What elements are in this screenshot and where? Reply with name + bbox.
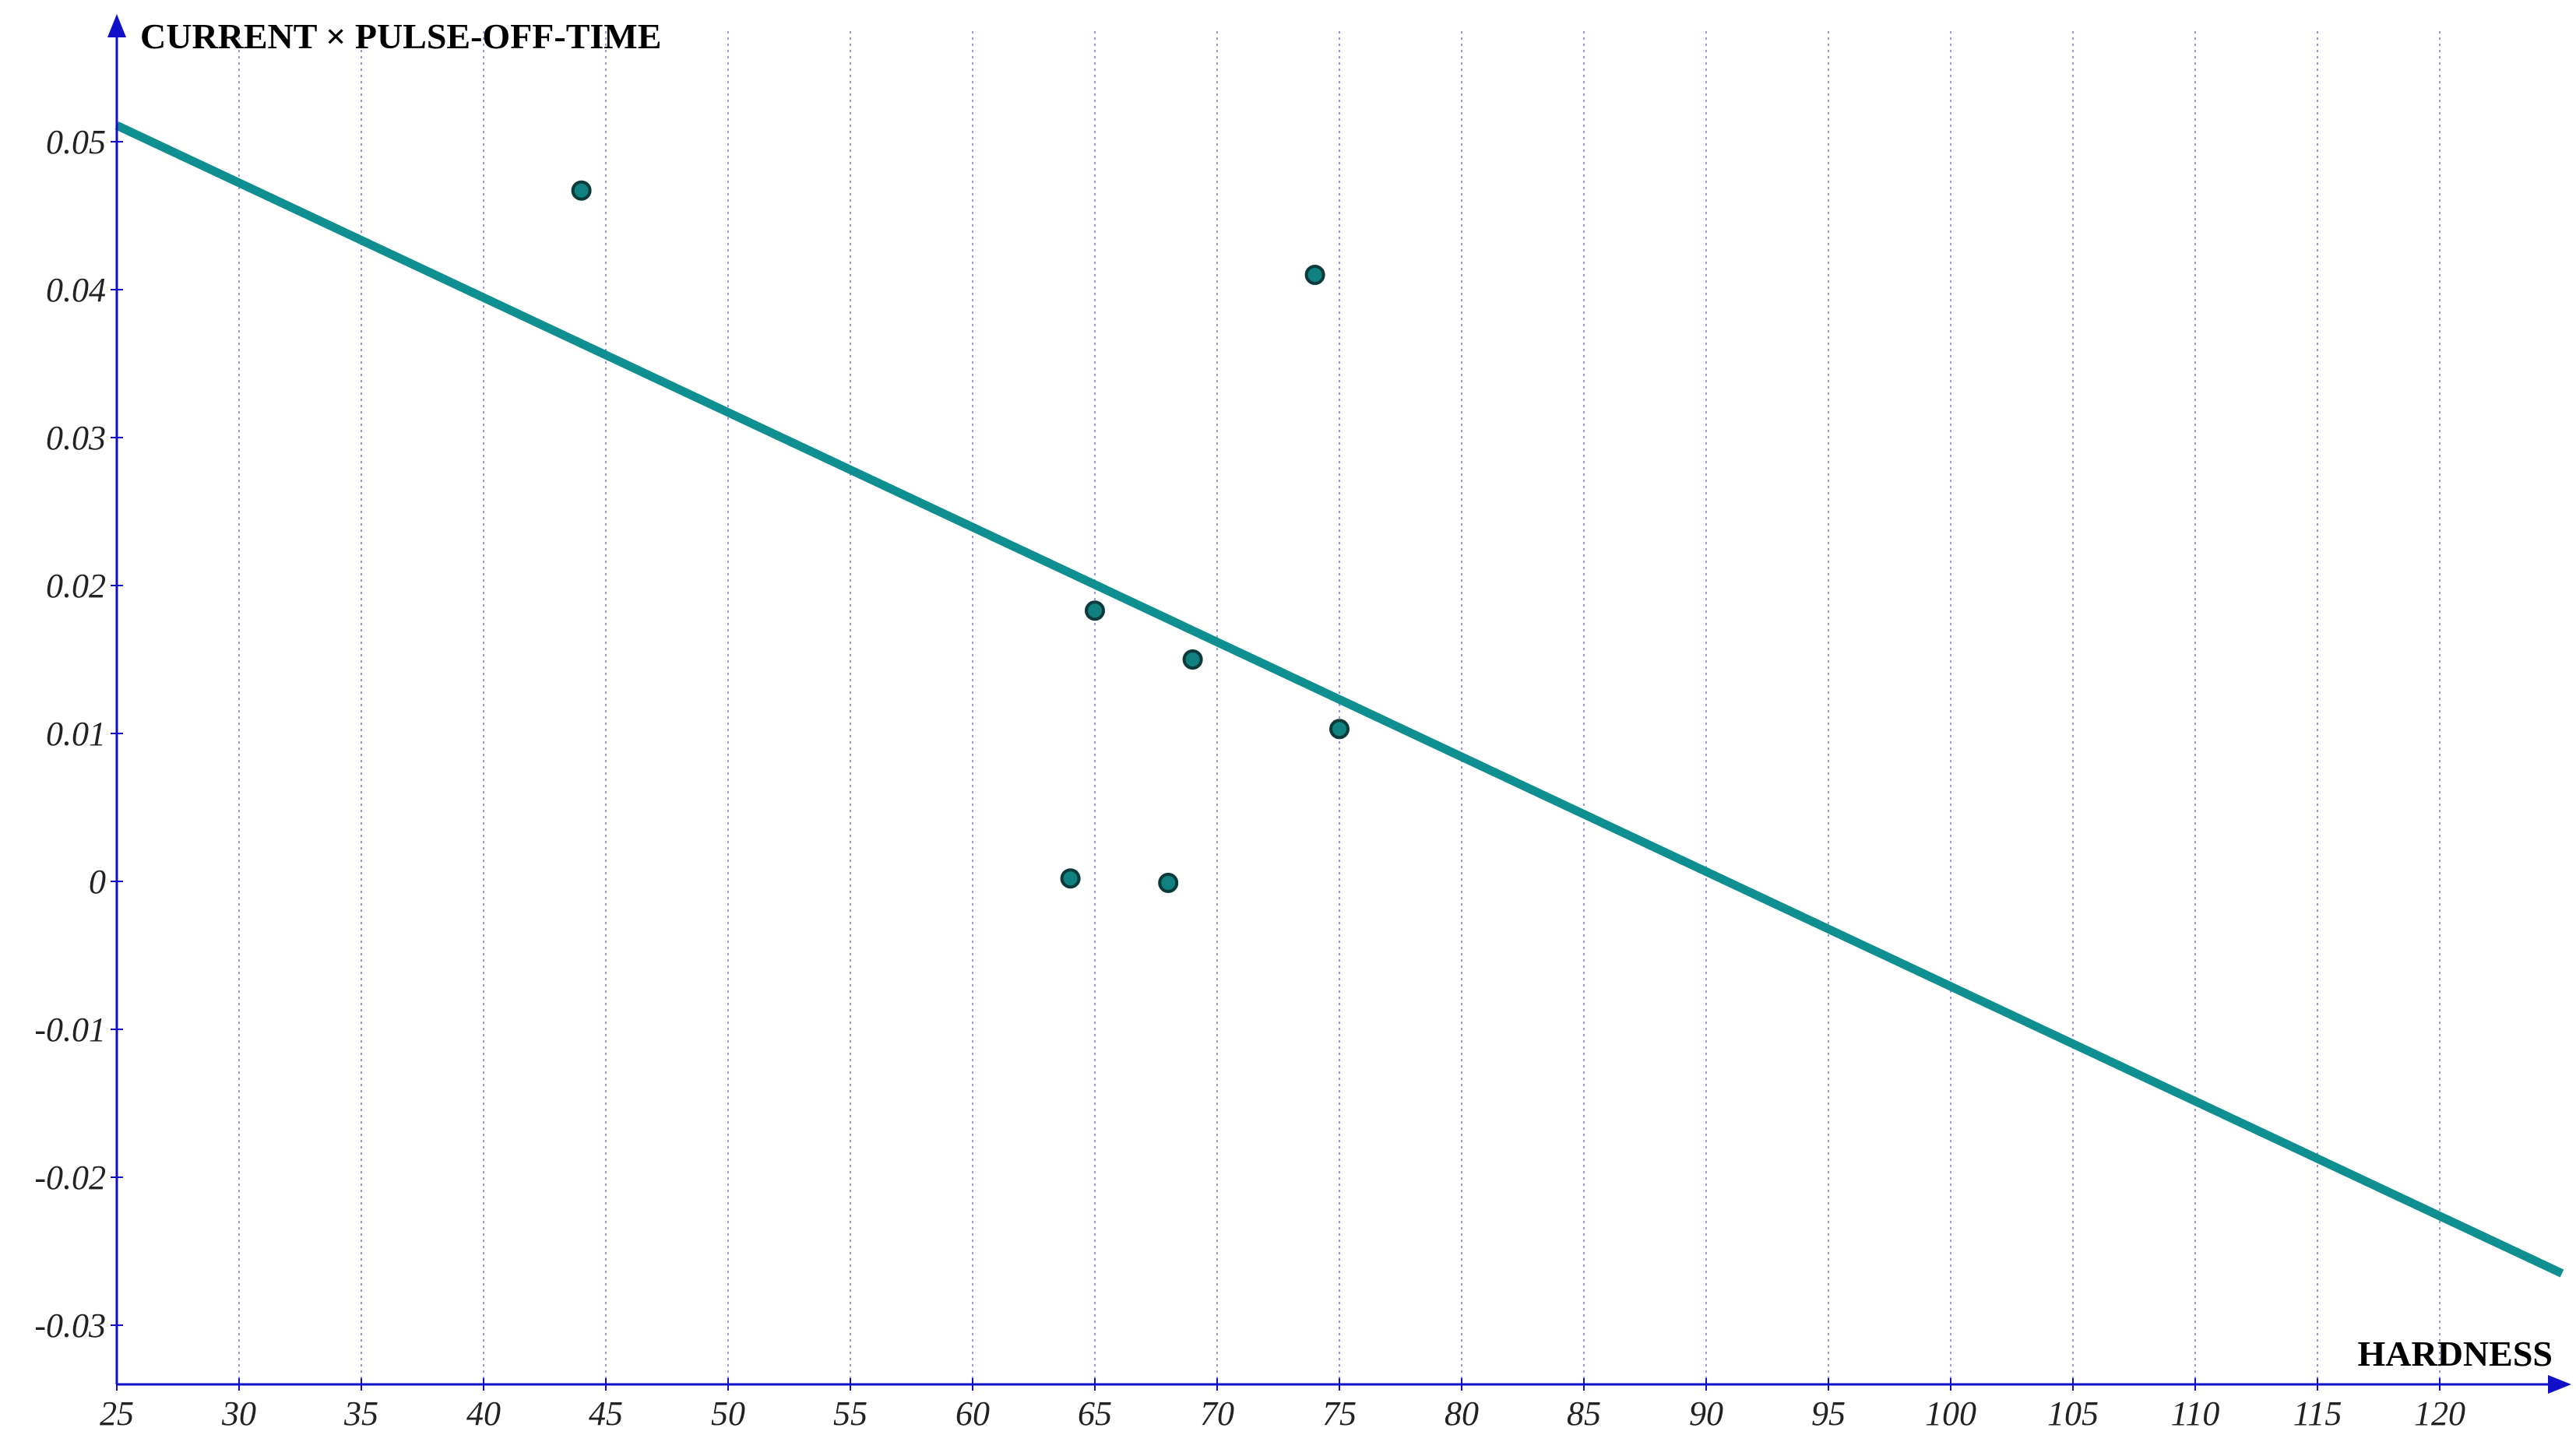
- tick-labels: 25 30 35 40 45 50 55 60 65 70 75 80 85 90 95 100 105 110 1…: [34, 123, 2465, 1433]
- y-tick-label: -0.02: [34, 1159, 106, 1197]
- y-tick-label: 0.01: [46, 715, 106, 753]
- y-tick-label: -0.03: [34, 1307, 106, 1345]
- x-tick-label: 110: [2171, 1394, 2220, 1433]
- x-tick-label: 40: [466, 1394, 501, 1433]
- data-points: [571, 180, 1350, 893]
- x-tick-label: 120: [2414, 1394, 2465, 1433]
- y-axis-title: CURRENT × PULSE-OFF-TIME: [140, 16, 661, 56]
- data-point: [1304, 265, 1325, 285]
- x-tick-label: 85: [1567, 1394, 1601, 1433]
- x-tick-label: 45: [589, 1394, 623, 1433]
- x-tick-label: 35: [343, 1394, 378, 1433]
- x-axis-arrow-icon: [2548, 1375, 2571, 1394]
- data-point: [571, 180, 592, 201]
- x-tick-label: 100: [1925, 1394, 1976, 1433]
- x-tick-label: 60: [955, 1394, 990, 1433]
- grid-lines: [238, 31, 2441, 1384]
- data-point: [1085, 600, 1105, 621]
- x-tick-label: 90: [1689, 1394, 1723, 1433]
- x-tick-label: 30: [221, 1394, 256, 1433]
- y-tick-label: 0.04: [46, 271, 106, 309]
- x-tick-label: 95: [1811, 1394, 1846, 1433]
- data-point: [1158, 872, 1179, 893]
- x-tick-label: 50: [711, 1394, 745, 1433]
- y-tick-label: -0.01: [34, 1011, 106, 1049]
- x-tick-label: 75: [1322, 1394, 1357, 1433]
- x-tick-label: 105: [2047, 1394, 2099, 1433]
- y-tick-label: 0.03: [46, 419, 106, 457]
- x-tick-label: 55: [833, 1394, 867, 1433]
- x-tick-label: 25: [100, 1394, 134, 1433]
- data-point: [1060, 868, 1081, 889]
- y-tick-label: 0.02: [46, 567, 106, 605]
- data-point: [1182, 649, 1203, 670]
- trendline-group: [114, 121, 2564, 1278]
- x-axis-title: HARDNESS: [2357, 1334, 2553, 1373]
- axes: [107, 14, 2571, 1394]
- y-tick-label: 0: [89, 863, 106, 901]
- trendline: [114, 121, 2564, 1278]
- x-tick-label: 70: [1200, 1394, 1234, 1433]
- x-tick-label: 65: [1078, 1394, 1112, 1433]
- x-tick-label: 80: [1445, 1394, 1479, 1433]
- x-tick-label: 115: [2293, 1394, 2342, 1433]
- y-tick-label: 0.05: [46, 123, 106, 161]
- y-axis-arrow-icon: [107, 14, 126, 37]
- data-point: [1329, 719, 1350, 740]
